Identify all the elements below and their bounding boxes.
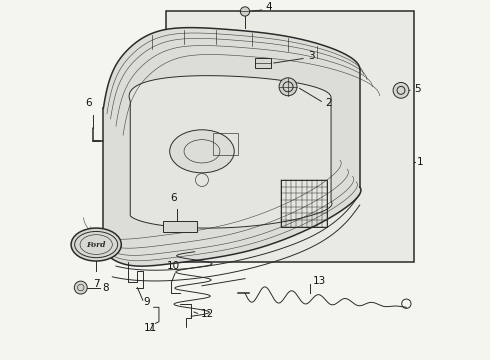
Text: 8: 8	[102, 283, 109, 293]
Bar	[255, 58, 271, 68]
Ellipse shape	[71, 228, 122, 261]
Text: 4: 4	[266, 2, 272, 12]
Circle shape	[240, 7, 250, 16]
Text: 9: 9	[144, 297, 150, 307]
Polygon shape	[103, 28, 361, 266]
Circle shape	[74, 281, 87, 294]
Text: 13: 13	[313, 276, 326, 286]
Text: 1: 1	[416, 157, 423, 167]
Polygon shape	[166, 12, 414, 262]
Polygon shape	[129, 76, 332, 228]
Circle shape	[279, 78, 297, 96]
Circle shape	[393, 82, 409, 98]
Text: 10: 10	[167, 261, 180, 271]
Polygon shape	[163, 221, 196, 232]
Ellipse shape	[170, 130, 234, 173]
Text: 11: 11	[144, 323, 157, 333]
Text: 7: 7	[93, 279, 99, 289]
Text: 12: 12	[201, 310, 215, 319]
Text: 6: 6	[86, 98, 92, 108]
Text: Ford: Ford	[86, 240, 106, 248]
Text: 6: 6	[170, 193, 176, 203]
Text: 5: 5	[414, 84, 421, 94]
Text: 3: 3	[308, 51, 315, 61]
Text: 2: 2	[326, 98, 332, 108]
